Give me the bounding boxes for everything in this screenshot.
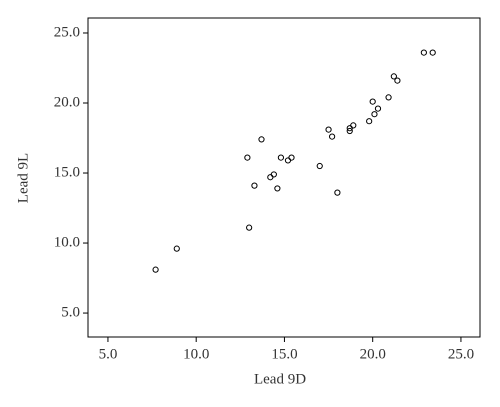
x-tick-label: 15.0 <box>271 346 297 362</box>
point <box>369 98 376 105</box>
point <box>173 245 180 252</box>
point <box>152 266 159 273</box>
point <box>374 105 382 112</box>
point <box>420 49 427 56</box>
plot-frame <box>87 17 481 338</box>
point <box>371 111 378 118</box>
point <box>325 126 332 133</box>
point <box>429 49 436 56</box>
point <box>258 136 265 143</box>
point <box>316 162 323 170</box>
point <box>394 77 401 84</box>
y-tick-label: 5.0 <box>61 304 80 320</box>
point <box>366 118 373 125</box>
point <box>288 154 295 161</box>
x-tick-label: 10.0 <box>183 346 209 362</box>
point <box>328 133 336 140</box>
point <box>274 185 281 192</box>
point <box>267 174 274 181</box>
point <box>251 182 258 189</box>
y-tick-label: 15.0 <box>54 164 80 180</box>
point <box>334 189 341 196</box>
x-tick-label: 5.0 <box>99 346 118 362</box>
point <box>246 224 253 231</box>
point <box>350 122 357 129</box>
y-tick-label: 10.0 <box>54 234 80 250</box>
y-tick-label: 20.0 <box>54 94 80 110</box>
point <box>385 94 392 101</box>
point <box>284 157 292 164</box>
point <box>244 154 251 161</box>
y-axis-label: Lead 9L <box>15 153 31 203</box>
x-tick-label: 25.0 <box>448 346 474 362</box>
x-tick-label: 20.0 <box>360 346 386 362</box>
x-axis-label: Lead 9D <box>254 371 306 387</box>
point <box>346 127 353 135</box>
point <box>277 154 285 161</box>
point <box>270 171 277 178</box>
point <box>390 73 397 80</box>
y-tick-label: 25.0 <box>54 24 80 40</box>
